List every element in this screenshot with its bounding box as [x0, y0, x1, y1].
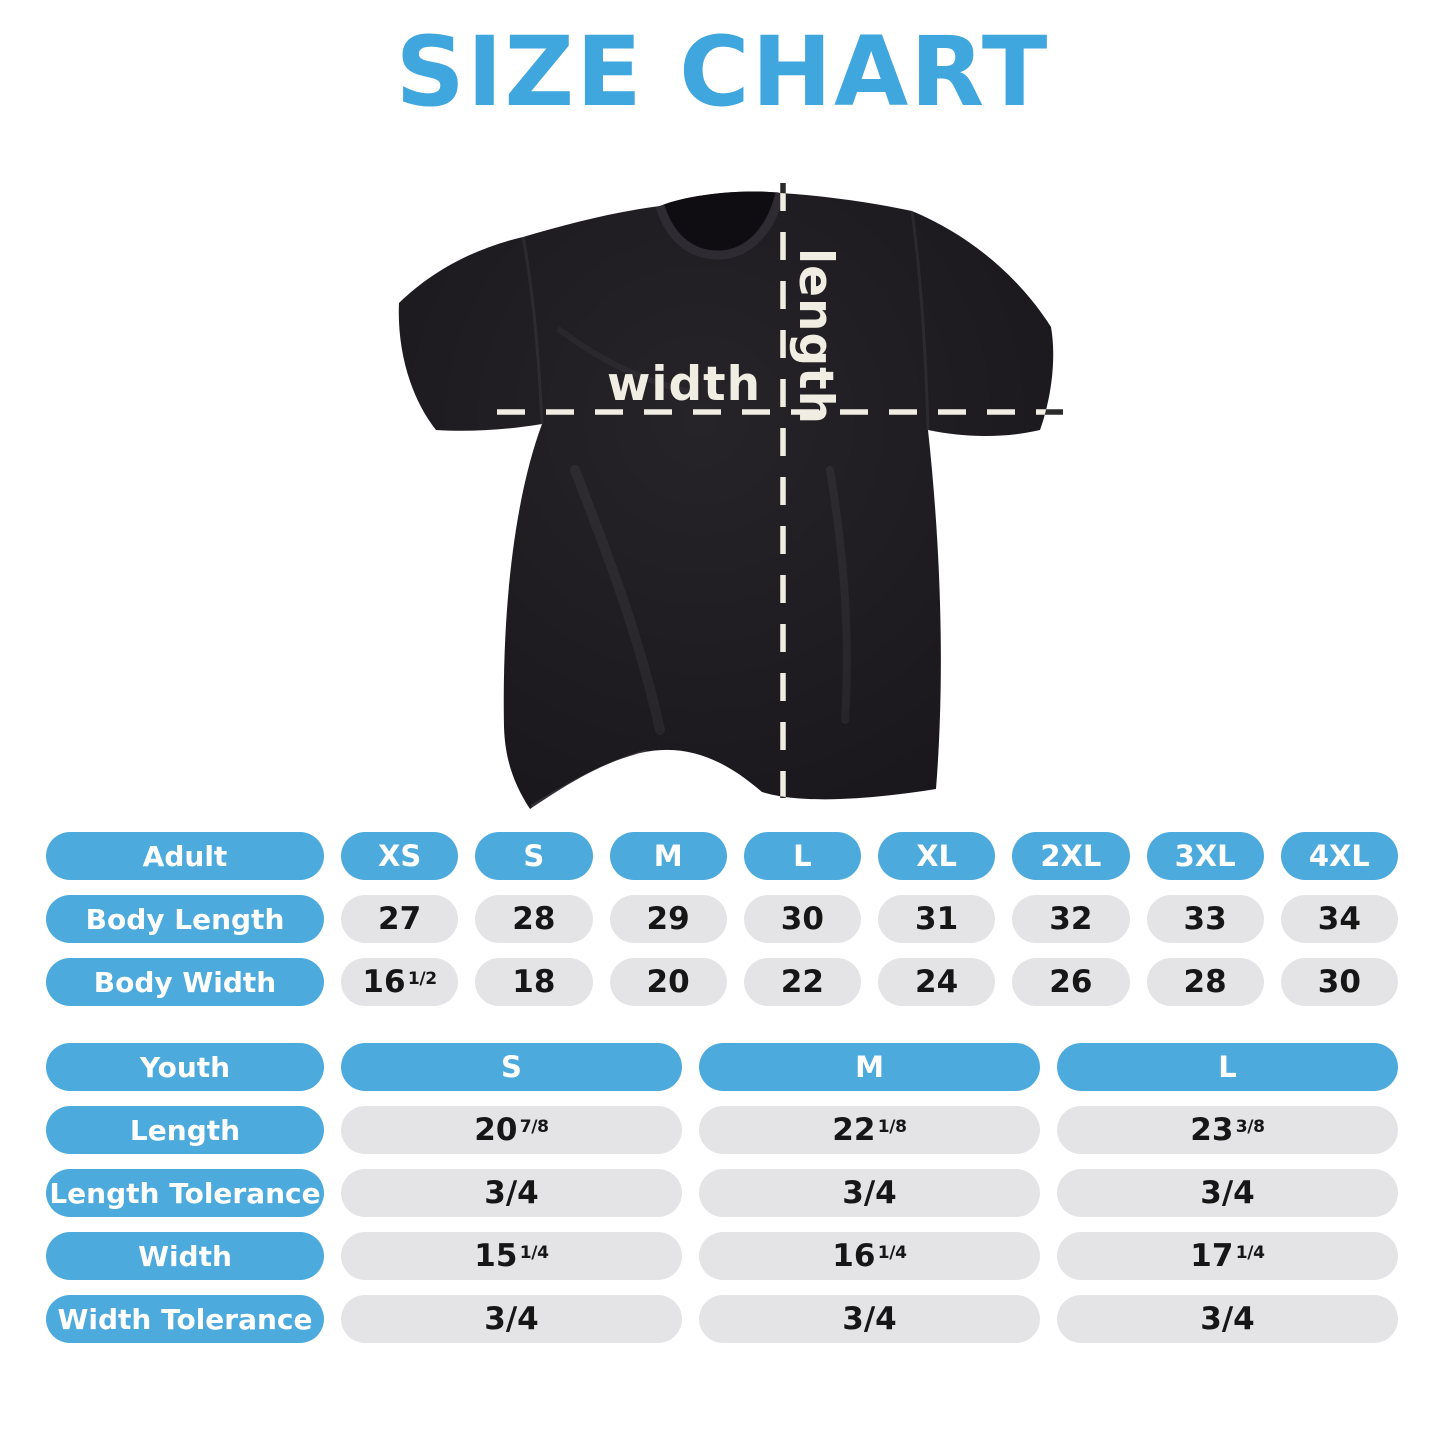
cell-number: 18	[512, 964, 556, 1000]
cell-number: 22	[832, 1112, 876, 1148]
width-label: width	[607, 357, 761, 412]
cell-number: 3/4	[1200, 1301, 1255, 1337]
cell-body-width-xs: 16 1/2	[341, 958, 459, 1006]
youth-size-col-s: S	[341, 1043, 682, 1091]
cell-length-tolerance-l: 3/4	[1057, 1169, 1398, 1217]
row-label-width-tolerance: Width Tolerance	[46, 1295, 324, 1343]
cell-fraction: 7/8	[519, 1116, 549, 1137]
cell-number: 22	[780, 964, 824, 1000]
cell-body-length-m: 29	[609, 895, 727, 943]
cell-number: 24	[915, 964, 959, 1000]
cell-number: 34	[1317, 901, 1361, 937]
cell-body-length-3xl: 33	[1146, 895, 1264, 943]
cell-body-width-l: 22	[743, 958, 861, 1006]
cell-number: 3/4	[842, 1175, 897, 1211]
cell-body-width-3xl: 28	[1146, 958, 1264, 1006]
cell-number: 17	[1190, 1238, 1234, 1274]
collar-trim	[655, 191, 785, 260]
cell-length-tolerance-m: 3/4	[699, 1169, 1040, 1217]
cell-body-length-2xl: 32	[1012, 895, 1130, 943]
cell-fraction: 1/2	[407, 968, 437, 989]
cell-length-tolerance-s: 3/4	[341, 1169, 682, 1217]
row-label-length-tolerance: Length Tolerance	[46, 1169, 324, 1217]
cell-number: 28	[1183, 964, 1227, 1000]
cell-body-length-xs: 27	[341, 895, 459, 943]
cell-number: 30	[780, 901, 824, 937]
youth-size-col-l: L	[1057, 1043, 1398, 1091]
cell-number: 16	[362, 964, 406, 1000]
adult-size-col-xs: XS	[341, 832, 459, 880]
adult-size-table: Adult XS S M L XL 2XL 3XL 4XL Body Lengt…	[46, 832, 1398, 1006]
cell-width-l: 17 1/4	[1057, 1232, 1398, 1280]
cell-number: 31	[915, 901, 959, 937]
cell-number: 26	[1049, 964, 1093, 1000]
cell-number: 16	[832, 1238, 876, 1274]
cell-length-s: 20 7/8	[341, 1106, 682, 1154]
cell-length-l: 23 3/8	[1057, 1106, 1398, 1154]
cell-body-width-2xl: 26	[1012, 958, 1130, 1006]
cell-number: 20	[646, 964, 690, 1000]
cell-number: 3/4	[842, 1301, 897, 1337]
youth-size-col-m: M	[699, 1043, 1040, 1091]
tshirt-shading	[398, 191, 1054, 810]
cell-number: 28	[512, 901, 556, 937]
cell-number: 15	[474, 1238, 518, 1274]
adult-table-label: Adult	[46, 832, 324, 880]
page-title: SIZE CHART	[395, 16, 1050, 128]
cell-fraction: 1/4	[877, 1242, 907, 1263]
cell-number: 27	[378, 901, 422, 937]
adult-size-col-3xl: 3XL	[1146, 832, 1264, 880]
cell-body-length-xl: 31	[878, 895, 996, 943]
adult-size-col-s: S	[475, 832, 593, 880]
adult-size-col-xl: XL	[878, 832, 996, 880]
cell-body-length-s: 28	[475, 895, 593, 943]
row-label-length: Length	[46, 1106, 324, 1154]
cell-number: 3/4	[484, 1175, 539, 1211]
cell-body-width-s: 18	[475, 958, 593, 1006]
adult-size-col-m: M	[609, 832, 727, 880]
cell-width-tolerance-s: 3/4	[341, 1295, 682, 1343]
cell-length-m: 22 1/8	[699, 1106, 1040, 1154]
cell-number: 3/4	[1200, 1175, 1255, 1211]
cell-width-tolerance-l: 3/4	[1057, 1295, 1398, 1343]
cell-body-length-l: 30	[743, 895, 861, 943]
cell-body-length-4xl: 34	[1280, 895, 1398, 943]
youth-table-label: Youth	[46, 1043, 324, 1091]
cell-number: 23	[1190, 1112, 1234, 1148]
adult-size-col-4xl: 4XL	[1280, 832, 1398, 880]
cell-number: 20	[474, 1112, 518, 1148]
cell-width-s: 15 1/4	[341, 1232, 682, 1280]
cell-fraction: 3/8	[1235, 1116, 1265, 1137]
length-label: length	[788, 248, 843, 425]
row-label-width: Width	[46, 1232, 324, 1280]
cell-fraction: 1/8	[877, 1116, 907, 1137]
cell-width-tolerance-m: 3/4	[699, 1295, 1040, 1343]
adult-size-col-l: L	[743, 832, 861, 880]
cell-fraction: 1/4	[519, 1242, 549, 1263]
cell-number: 32	[1049, 901, 1093, 937]
cell-number: 3/4	[484, 1301, 539, 1337]
adult-size-col-2xl: 2XL	[1012, 832, 1130, 880]
cell-number: 33	[1183, 901, 1227, 937]
youth-size-table: Youth S M L Length 20 7/8 22 1/8 23 3/8 Len…	[46, 1043, 1398, 1343]
row-label-body-length: Body Length	[46, 895, 324, 943]
cell-number: 30	[1317, 964, 1361, 1000]
cell-body-width-xl: 24	[878, 958, 996, 1006]
cell-body-width-m: 20	[609, 958, 727, 1006]
cell-number: 29	[646, 901, 690, 937]
cell-body-width-4xl: 30	[1280, 958, 1398, 1006]
cell-width-m: 16 1/4	[699, 1232, 1040, 1280]
row-label-body-width: Body Width	[46, 958, 324, 1006]
cell-fraction: 1/4	[1235, 1242, 1265, 1263]
